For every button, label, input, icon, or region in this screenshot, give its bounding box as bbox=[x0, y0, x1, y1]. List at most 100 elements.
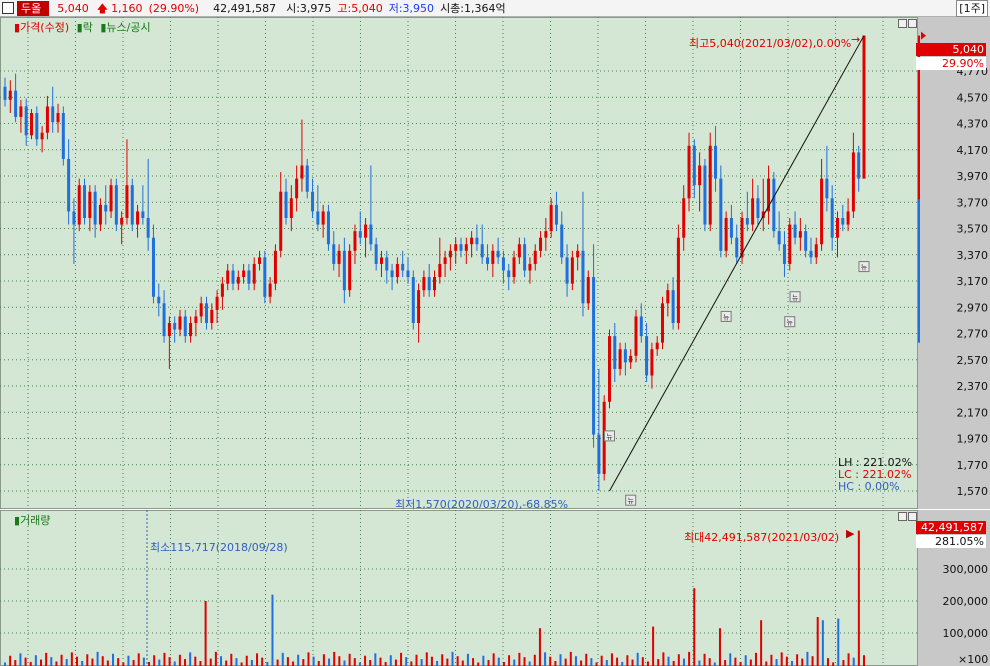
candle-body bbox=[719, 178, 723, 251]
candle-body bbox=[798, 231, 802, 238]
volume-bar bbox=[122, 662, 125, 666]
candle-body bbox=[14, 90, 18, 117]
price-tick-label: 2,170 bbox=[957, 406, 989, 419]
svg-text:뉴: 뉴 bbox=[627, 497, 634, 505]
svg-text:뉴: 뉴 bbox=[792, 294, 799, 302]
candle-body bbox=[851, 152, 855, 212]
candle-body bbox=[83, 185, 87, 218]
high-price: 고:5,040 bbox=[337, 1, 383, 15]
volume-bar bbox=[158, 659, 161, 666]
legend-news[interactable]: ▮뉴스/공시 bbox=[100, 21, 151, 34]
volume-bar bbox=[302, 659, 305, 666]
candle-body bbox=[459, 244, 463, 251]
candle-body bbox=[830, 198, 834, 238]
volume-chart bbox=[0, 510, 918, 666]
candle-body bbox=[130, 185, 134, 225]
candle-body bbox=[61, 113, 65, 159]
volume-bar bbox=[754, 652, 757, 666]
volume-bar bbox=[688, 651, 691, 666]
volume-bar bbox=[405, 657, 408, 666]
volume-value: 42,491,587 bbox=[213, 1, 277, 15]
volume-bar bbox=[508, 655, 511, 666]
news-icon[interactable]: 뉴 bbox=[784, 316, 796, 328]
candle-body bbox=[417, 290, 421, 323]
volume-panel-minimize-button[interactable] bbox=[898, 512, 907, 521]
candle-body bbox=[814, 244, 818, 258]
max-volume-label: 최대42,491,587(2021/03/02) bbox=[684, 531, 840, 544]
candle-body bbox=[782, 244, 786, 264]
candle-body bbox=[268, 283, 272, 297]
current-volume-tag: 42,491,587 bbox=[916, 521, 986, 534]
volume-panel-maximize-button[interactable] bbox=[908, 512, 917, 521]
volume-bar bbox=[81, 661, 84, 666]
trendline[interactable] bbox=[609, 35, 865, 492]
volume-bar bbox=[14, 660, 17, 666]
candle-body bbox=[45, 106, 49, 133]
price-tick-label: 3,970 bbox=[957, 170, 989, 183]
volume-bar bbox=[713, 662, 716, 666]
volume-bar bbox=[214, 651, 217, 666]
news-icon[interactable]: 뉴 bbox=[720, 310, 732, 322]
news-icon[interactable]: 뉴 bbox=[789, 291, 801, 303]
legend-ex-rights[interactable]: ▮락 bbox=[76, 21, 93, 34]
candle-body bbox=[390, 270, 394, 278]
candle-body bbox=[565, 257, 569, 284]
candle-body bbox=[125, 185, 129, 218]
candle-body bbox=[98, 204, 102, 225]
volume-bar bbox=[353, 658, 356, 666]
volume-bar bbox=[739, 661, 742, 666]
volume-bar bbox=[538, 628, 541, 666]
candle-body bbox=[724, 218, 728, 251]
price-tick-label: 2,970 bbox=[957, 301, 989, 314]
candle-body bbox=[586, 277, 590, 304]
volume-bar bbox=[610, 653, 613, 666]
candle-body bbox=[507, 270, 511, 278]
volume-bar bbox=[852, 657, 855, 666]
volume-bar bbox=[801, 658, 804, 666]
candle-body bbox=[220, 283, 224, 297]
candle-body bbox=[353, 231, 357, 251]
volume-bar bbox=[616, 657, 619, 666]
volume-bar bbox=[240, 662, 243, 666]
news-icon[interactable]: 뉴 bbox=[603, 430, 615, 442]
volume-bar bbox=[266, 661, 269, 666]
volume-bar bbox=[811, 656, 814, 666]
volume-bar bbox=[225, 660, 228, 666]
legend-price[interactable]: ▮가격(수정) bbox=[14, 21, 70, 34]
volume-bar bbox=[235, 658, 238, 666]
volume-tick-label: 300,000 bbox=[943, 563, 989, 576]
candle-body bbox=[77, 185, 81, 225]
news-icon[interactable]: 뉴 bbox=[625, 494, 637, 506]
volume-bar bbox=[837, 618, 840, 666]
price-panel-maximize-button[interactable] bbox=[908, 19, 917, 28]
volume-tick-label: 200,000 bbox=[943, 595, 989, 608]
candle-body bbox=[35, 113, 39, 140]
candle-body bbox=[433, 277, 436, 291]
volume-bar bbox=[703, 653, 706, 666]
volume-bar bbox=[250, 660, 253, 666]
min-price-label: 최저1,570(2020/03/20),-68.85% bbox=[395, 498, 569, 511]
volume-bar bbox=[19, 653, 22, 666]
select-checkbox[interactable] bbox=[2, 2, 14, 14]
price-panel-minimize-button[interactable] bbox=[898, 19, 907, 28]
max-price-label: 최고5,040(2021/03/02),0.00% bbox=[689, 37, 852, 50]
candle-body bbox=[618, 349, 622, 369]
candle-body bbox=[183, 316, 187, 337]
period-button[interactable]: [1주] bbox=[956, 0, 988, 17]
news-icon[interactable]: 뉴 bbox=[858, 261, 870, 273]
candle-body bbox=[401, 263, 405, 271]
candle-body bbox=[247, 270, 251, 284]
candle-body bbox=[316, 211, 320, 225]
candle-body bbox=[639, 316, 643, 337]
candle-body bbox=[676, 237, 680, 323]
volume-bar bbox=[163, 652, 166, 666]
volume-bar bbox=[410, 661, 413, 666]
candle-body bbox=[194, 316, 198, 323]
volume-bar bbox=[724, 660, 727, 666]
volume-bar bbox=[194, 656, 197, 666]
volume-bar bbox=[626, 655, 629, 666]
volume-legend[interactable]: ▮거래량 bbox=[14, 514, 51, 527]
candle-body bbox=[162, 303, 166, 337]
stock-name[interactable]: 두올 bbox=[17, 0, 50, 16]
price-tick-label: 1,570 bbox=[957, 485, 989, 498]
